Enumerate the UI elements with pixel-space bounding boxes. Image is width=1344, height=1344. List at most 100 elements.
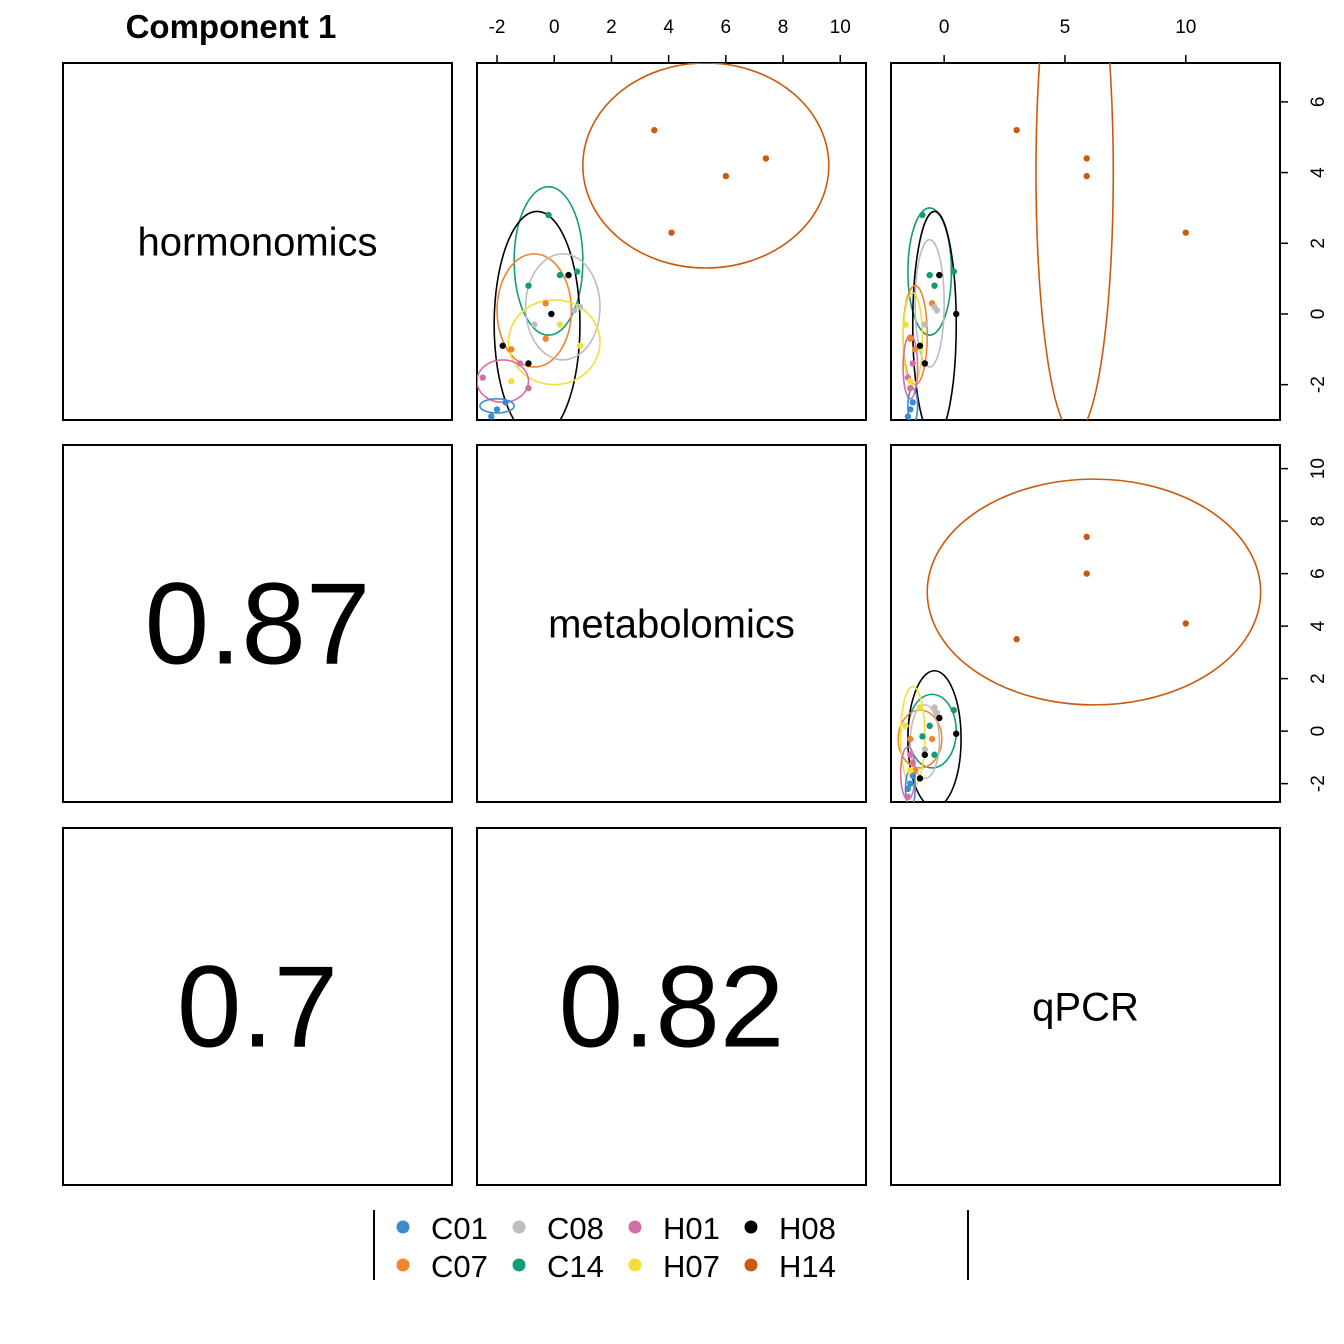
data-point-H08 [953, 310, 960, 318]
panel-hormonomics-metabolomics [476, 62, 867, 421]
tick-label: 2 [1308, 238, 1329, 249]
data-point-C14 [919, 211, 926, 219]
confidence-ellipse-C01 [479, 397, 515, 414]
data-point-H08 [953, 730, 960, 737]
data-point-H14 [1083, 570, 1090, 577]
data-point-H07 [902, 321, 909, 328]
data-point-H14 [1083, 172, 1090, 180]
variable-label-metabolomics: metabolomics [548, 603, 795, 647]
panel-qPCR-qPCR [890, 827, 1281, 1186]
tick-label: 6 [1308, 568, 1329, 579]
chart-title: Component 1 [126, 8, 337, 45]
panel-metabolomics-hormonomics [62, 444, 453, 803]
data-point-H01 [516, 360, 524, 367]
tick-label: 8 [778, 17, 789, 38]
data-point-C07 [542, 335, 549, 342]
confidence-ellipse-C14 [907, 693, 958, 769]
scatter-hormonomics_vs_qPCR [902, 63, 1189, 420]
data-point-C08 [921, 321, 929, 328]
data-point-H07 [916, 704, 924, 711]
tick-label: -2 [1308, 775, 1329, 792]
data-point-H14 [668, 229, 675, 236]
legend-label-H14: H14 [779, 1249, 836, 1284]
legend-marker-C14 [512, 1258, 526, 1272]
data-point-C14 [931, 751, 938, 758]
data-point-H14 [762, 155, 770, 162]
legend-label-C01: C01 [431, 1211, 488, 1246]
correlation-value: 0.7 [177, 942, 338, 1072]
tick-label: 5 [1060, 17, 1071, 38]
tick-label: -2 [489, 17, 506, 38]
legend-marker-H07 [628, 1258, 642, 1272]
data-point-H14 [1013, 126, 1020, 134]
confidence-ellipse-H07 [507, 299, 601, 386]
tick-label: 6 [721, 17, 732, 38]
data-point-C14 [525, 282, 532, 289]
data-point-C07 [907, 335, 914, 342]
tick-label: 0 [1308, 309, 1329, 320]
data-point-H08 [525, 360, 532, 367]
data-point-C08 [931, 303, 938, 311]
legend-marker-H08 [744, 1220, 758, 1234]
data-point-H01 [907, 751, 914, 758]
axis-ticks: -2 0 2 4 6 8 10 0 5 10 -2 0 2 4 6 -2 0 2 4 6 8 10 [489, 17, 1329, 792]
data-point-H14 [651, 126, 658, 134]
data-point-C14 [919, 733, 926, 740]
data-point-C01 [907, 780, 914, 787]
correlation-value: 0.82 [559, 942, 785, 1072]
data-point-H08 [916, 342, 924, 349]
legend-marker-H01 [628, 1220, 642, 1234]
legend-marker-H14 [744, 1258, 758, 1272]
confidence-ellipse-H07 [902, 291, 924, 386]
confidence-ellipse-H14 [582, 63, 830, 269]
tick-label: 10 [830, 17, 851, 38]
tick-label: 4 [1308, 620, 1329, 631]
data-point-C01 [493, 406, 501, 413]
tick-label: 10 [1175, 17, 1196, 38]
tick-label: 0 [549, 17, 560, 38]
data-point-C01 [909, 399, 916, 406]
data-point-C14 [545, 211, 552, 219]
data-point-H08 [548, 310, 555, 318]
confidence-ellipse-C08 [914, 238, 945, 368]
data-point-C08 [576, 303, 584, 311]
legend-marker-C07 [396, 1258, 410, 1272]
data-point-C08 [931, 704, 938, 711]
data-point-H08 [936, 271, 943, 279]
data-point-C01 [909, 772, 916, 779]
legend: C01 C08 H01 H08 C07 C14 H07 H14 [373, 1210, 969, 1284]
confidence-ellipse-H14 [926, 478, 1262, 706]
data-point-C01 [904, 785, 912, 793]
data-point-C07 [911, 767, 919, 774]
data-point-H01 [479, 374, 486, 381]
data-point-C01 [907, 406, 914, 413]
data-point-C08 [531, 321, 538, 328]
panel-qPCR-hormonomics [62, 827, 453, 1186]
confidence-ellipse-H14 [1035, 63, 1115, 420]
panel-hormonomics-hormonomics [62, 62, 453, 421]
confidence-ellipse-C14 [513, 185, 584, 336]
data-point-H07 [907, 767, 914, 774]
data-point-C14 [950, 268, 958, 275]
scatter-metabolomics_vs_qPCR [897, 478, 1262, 802]
data-point-H01 [907, 384, 914, 392]
tick-label: 0 [939, 17, 950, 38]
tick-label: -2 [1308, 376, 1329, 393]
tick-label: 0 [1308, 726, 1329, 737]
data-point-C07 [907, 735, 914, 743]
panel-qPCR-metabolomics [476, 827, 867, 1186]
legend-label-H01: H01 [663, 1211, 720, 1246]
data-point-C01 [488, 413, 495, 420]
confidence-ellipse-H01 [902, 334, 919, 400]
data-point-C07 [928, 735, 936, 743]
correlation-value: 0.87 [145, 559, 371, 689]
data-point-C14 [931, 282, 938, 289]
data-point-C14 [573, 268, 581, 275]
panel-metabolomics-qPCR [890, 444, 1281, 803]
data-point-H14 [1182, 229, 1189, 236]
legend-marker-C01 [396, 1220, 410, 1234]
data-point-H08 [936, 714, 943, 722]
data-point-C07 [542, 300, 549, 307]
data-point-H01 [525, 384, 532, 392]
